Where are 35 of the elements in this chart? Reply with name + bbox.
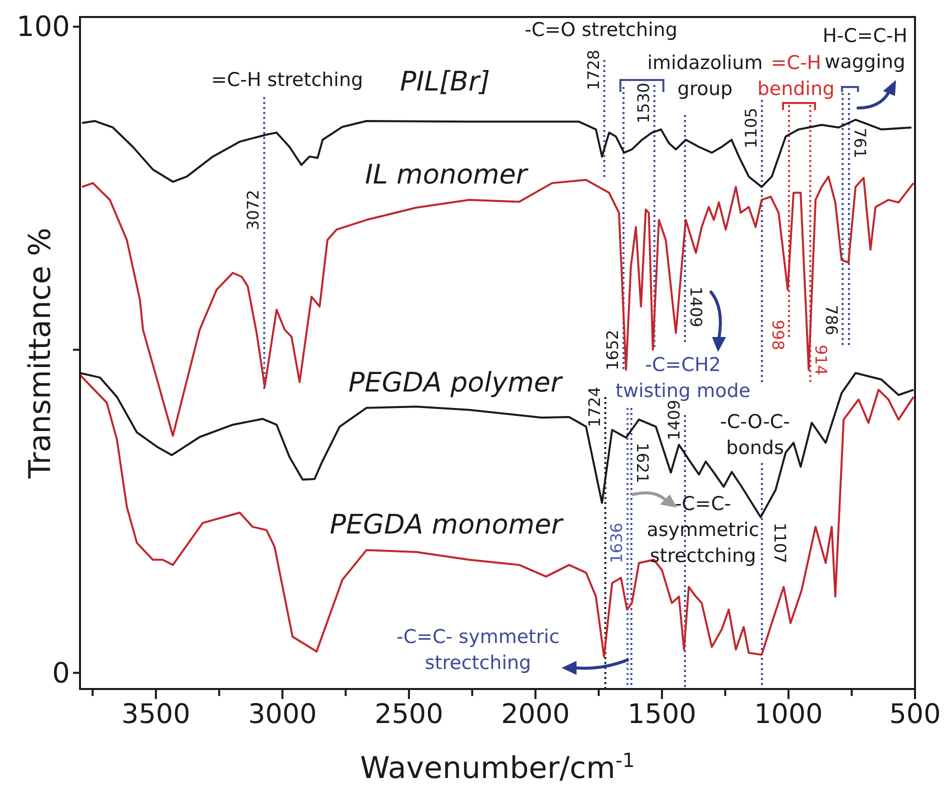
ref-line-label: 1409 [686,286,706,328]
x-tick-label: 2000 [501,699,570,730]
ref-line-label: 998 [768,320,788,350]
y-tick-label: 100 [16,10,70,44]
ref-line-label: 786 [822,304,842,336]
annotation: -C=O stretching [524,19,678,41]
x-tick-label: 500 [889,699,941,730]
ref-line-label: 761 [850,128,870,158]
ref-line-label: 1530 [634,82,653,124]
ref-line-label: 1636 [607,522,626,564]
x-axis-title: Wavenumber/cm$^{-1}$ [360,748,635,786]
ref-line-label: 1105 [741,108,760,148]
series-label: IL monomer [364,160,529,190]
ref-line-label: 1724 [584,386,604,428]
annotation: -C-O-C- bonds [720,411,790,459]
x-tick-label: 3500 [122,699,190,730]
ref-line-label: 914 [812,344,831,376]
y-tick-label: 0 [52,656,70,690]
x-tick-label: 3000 [248,699,317,730]
x-tick-label: 2500 [374,699,444,730]
ref-line-label: 3072 [244,190,263,230]
x-tick-label: 1500 [628,699,696,730]
series-label: PEGDA monomer [330,510,564,540]
x-tick-label: 1000 [754,699,823,730]
annotation: =C-H stretching [210,69,364,91]
text: 1409 [664,400,684,440]
annotation: H-C=C-H wagging [822,25,908,73]
annotation: -C=C- symmetric strectching [396,626,560,674]
series-label: PIL[Br] [400,66,490,98]
y-axis-title: Transmittance % [22,228,58,480]
annotation: -C=C- asymmetric strectching [646,493,760,567]
ref-line-label: 1621 [632,442,652,484]
series-label: PEGDA polymer [348,368,564,398]
ref-line-label: 1728 [584,50,603,90]
annotation: 1107 [770,522,790,564]
